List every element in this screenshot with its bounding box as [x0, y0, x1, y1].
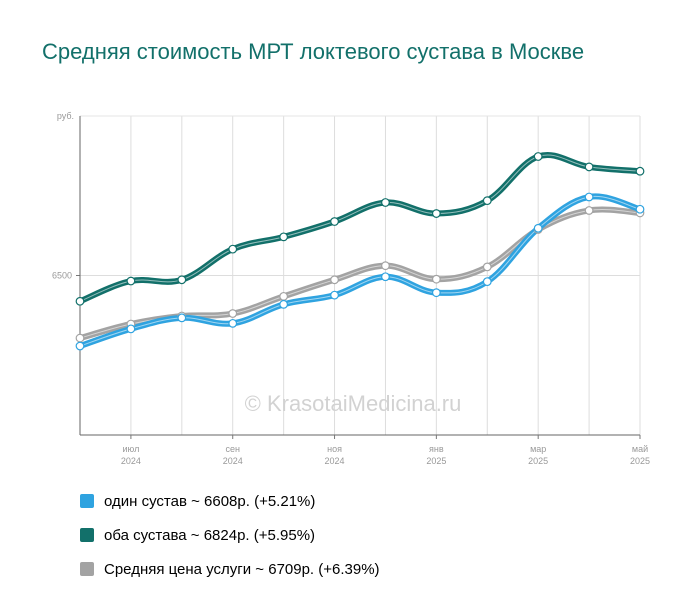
x-tick-year: 2024 — [223, 456, 243, 466]
data-point-one-joint — [228, 318, 238, 328]
legend-item-average[interactable]: Средняя цена услуги ~ 6709р. (+6.39%) — [80, 552, 380, 586]
data-point-both-joints — [75, 296, 85, 306]
data-point-average — [584, 206, 594, 215]
data-point-average — [228, 309, 238, 318]
y-tick-label: 6500 — [52, 271, 72, 281]
x-tick-year: 2025 — [630, 456, 650, 466]
data-point-one-joint — [431, 288, 441, 298]
data-point-one-joint — [482, 277, 492, 287]
x-tick-month: июл — [122, 444, 139, 454]
data-point-both-joints — [635, 166, 645, 176]
line-chart: 6500 руб. июл 2024 сен 2024 ноя 2024 янв 2025 мар 2… — [52, 111, 650, 466]
data-point-one-joint — [279, 299, 289, 309]
data-point-average — [482, 262, 492, 272]
x-tick-month: мар — [530, 444, 546, 454]
data-point-both-joints — [279, 232, 289, 242]
legend-item-one-joint[interactable]: один сустав ~ 6608р. (+5.21%) — [80, 484, 380, 518]
axes: 6500 руб. июл 2024 сен 2024 ноя 2024 янв 2025 мар 2… — [52, 111, 650, 466]
x-tick-month: сен — [225, 444, 240, 454]
data-point-both-joints — [381, 198, 390, 207]
data-point-one-joint — [584, 192, 594, 202]
data-point-average — [381, 261, 390, 271]
x-tick-month: май — [632, 444, 648, 454]
data-point-one-joint — [126, 324, 136, 334]
legend-swatch-both-joints — [80, 528, 94, 542]
data-point-one-joint — [533, 223, 543, 233]
data-point-both-joints — [177, 275, 187, 285]
data-point-one-joint — [381, 272, 390, 282]
watermark: © KrasotaiMedicina.ru — [245, 391, 462, 416]
data-point-one-joint — [75, 341, 85, 351]
data-point-both-joints — [330, 217, 339, 226]
x-tick-year: 2025 — [426, 456, 446, 466]
x-tick-year: 2025 — [528, 456, 548, 466]
data-point-average — [279, 291, 289, 301]
legend-label-one-joint: один сустав ~ 6608р. (+5.21%) — [104, 492, 316, 510]
legend: один сустав ~ 6608р. (+5.21%) оба сустав… — [80, 484, 380, 586]
y-axis-unit: руб. — [57, 111, 74, 121]
grid — [79, 115, 641, 435]
chart-title: Средняя стоимость МРТ локтевого сустава … — [42, 39, 585, 64]
series-line-both-joints — [77, 152, 643, 305]
data-point-one-joint — [635, 204, 645, 214]
series-lines — [77, 152, 643, 350]
data-point-both-joints — [228, 244, 238, 254]
x-tick-month: янв — [429, 444, 444, 454]
x-tick-year: 2024 — [121, 456, 141, 466]
legend-label-average: Средняя цена услуги ~ 6709р. (+6.39%) — [104, 560, 380, 578]
data-point-one-joint — [177, 313, 187, 323]
data-point-both-joints — [482, 196, 492, 206]
legend-item-both-joints[interactable]: оба сустава ~ 6824р. (+5.95%) — [80, 518, 380, 552]
data-point-both-joints — [126, 276, 136, 286]
x-tick-month: ноя — [327, 444, 342, 454]
data-point-average — [330, 275, 339, 285]
data-point-average — [75, 333, 85, 343]
x-tick-year: 2024 — [325, 456, 345, 466]
legend-swatch-one-joint — [80, 494, 94, 508]
data-point-both-joints — [533, 152, 543, 161]
data-point-one-joint — [330, 290, 339, 300]
data-point-both-joints — [431, 209, 441, 218]
data-point-average — [431, 274, 441, 284]
legend-label-both-joints: оба сустава ~ 6824р. (+5.95%) — [104, 526, 316, 544]
legend-swatch-average — [80, 562, 94, 576]
data-point-both-joints — [584, 162, 594, 172]
series-points — [75, 152, 645, 351]
